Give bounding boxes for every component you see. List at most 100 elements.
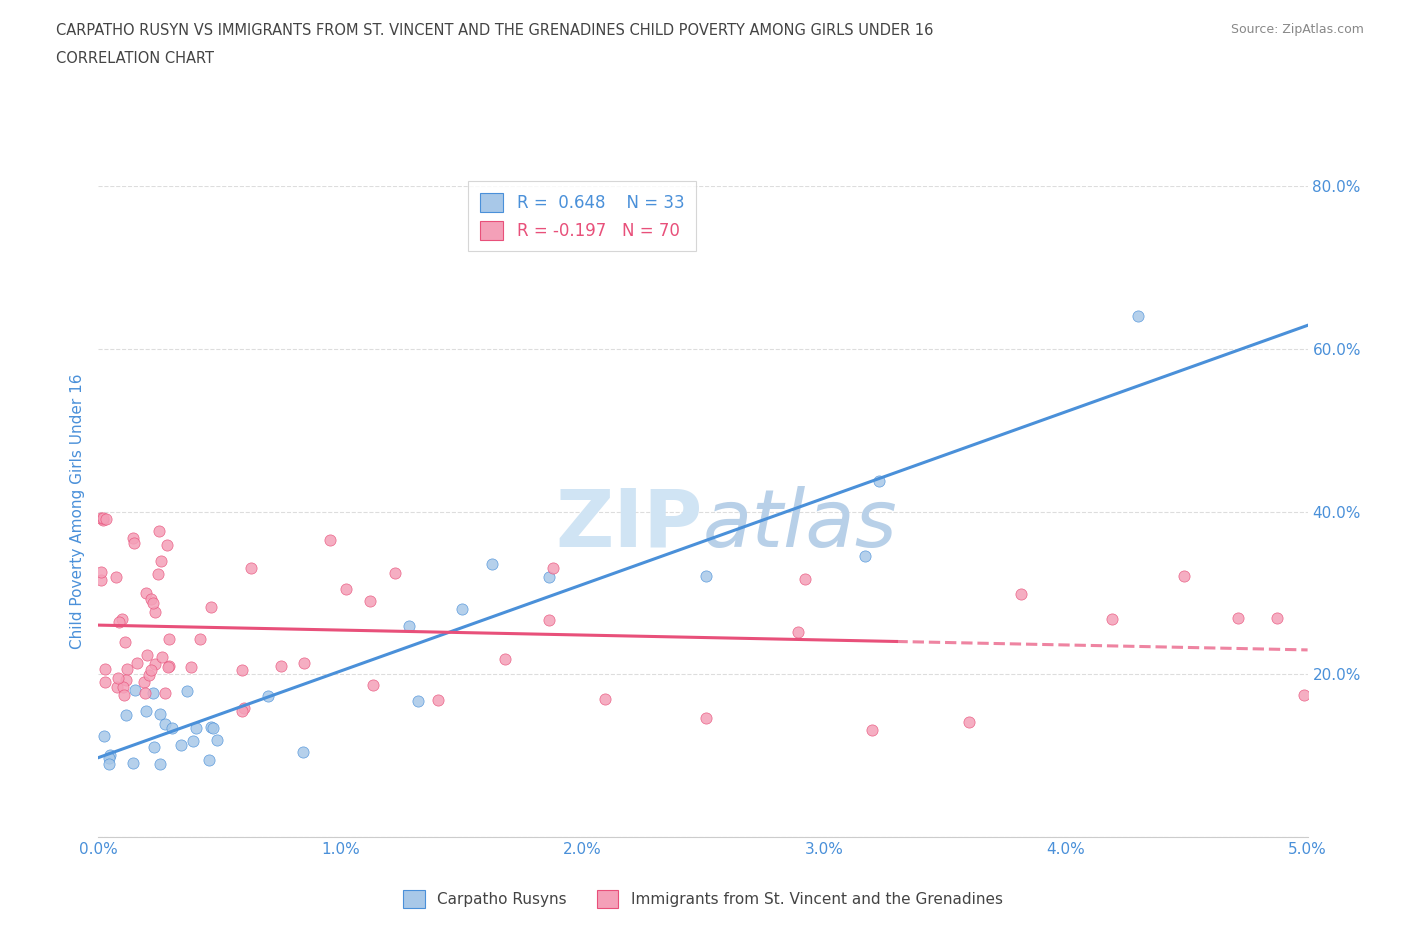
Y-axis label: Child Poverty Among Girls Under 16: Child Poverty Among Girls Under 16 <box>69 374 84 649</box>
Text: ZIP: ZIP <box>555 485 703 564</box>
Point <box>537 613 560 628</box>
Point <box>1226 611 1249 626</box>
Point <box>291 744 314 759</box>
Point <box>481 556 503 571</box>
Point <box>180 660 202 675</box>
Point <box>361 678 384 693</box>
Point <box>134 685 156 700</box>
Point <box>957 715 980 730</box>
Point <box>121 756 143 771</box>
Point <box>142 686 165 701</box>
Point <box>125 656 148 671</box>
Point <box>107 671 129 685</box>
Point <box>853 549 876 564</box>
Point <box>335 581 357 596</box>
Point <box>359 593 381 608</box>
Point <box>124 536 146 551</box>
Point <box>233 700 256 715</box>
Point <box>538 569 561 584</box>
Point <box>860 723 883 737</box>
Point <box>256 688 278 703</box>
Point <box>142 595 165 610</box>
Point <box>108 615 131 630</box>
Point <box>1173 568 1195 583</box>
Point <box>148 524 170 538</box>
Point <box>112 679 135 694</box>
Point <box>176 684 198 698</box>
Point <box>115 661 138 676</box>
Point <box>157 631 180 646</box>
Point <box>794 571 817 586</box>
Point <box>156 538 179 552</box>
Point <box>153 716 176 731</box>
Point <box>181 734 204 749</box>
Point <box>593 691 616 706</box>
Point <box>1292 687 1315 702</box>
Point <box>184 721 207 736</box>
Point <box>105 569 128 584</box>
Point <box>1128 309 1150 324</box>
Point <box>111 612 134 627</box>
Point <box>135 647 157 662</box>
Point <box>112 687 135 702</box>
Point <box>143 656 166 671</box>
Point <box>132 675 155 690</box>
Point <box>160 721 183 736</box>
Point <box>1010 587 1032 602</box>
Point <box>695 568 717 583</box>
Point <box>786 624 808 639</box>
Point <box>695 711 717 725</box>
Point <box>149 554 172 569</box>
Point <box>98 748 121 763</box>
Point <box>153 685 176 700</box>
Point <box>240 561 263 576</box>
Point <box>384 566 406 581</box>
Point <box>292 655 315 670</box>
Point <box>90 573 112 588</box>
Point <box>90 565 112 579</box>
Point <box>149 756 172 771</box>
Legend: Carpatho Rusyns, Immigrants from St. Vincent and the Grenadines: Carpatho Rusyns, Immigrants from St. Vin… <box>396 884 1010 914</box>
Point <box>145 604 167 619</box>
Point <box>94 662 117 677</box>
Point <box>1101 612 1123 627</box>
Point <box>408 694 430 709</box>
Point <box>139 662 162 677</box>
Point <box>231 663 253 678</box>
Point <box>202 721 225 736</box>
Point <box>156 659 179 674</box>
Point <box>494 652 516 667</box>
Point <box>97 756 120 771</box>
Point <box>231 704 253 719</box>
Point <box>188 631 211 646</box>
Point <box>319 533 342 548</box>
Point <box>98 751 121 765</box>
Point <box>451 602 474 617</box>
Point <box>1265 611 1288 626</box>
Point <box>90 511 112 525</box>
Point <box>200 599 222 614</box>
Text: CORRELATION CHART: CORRELATION CHART <box>56 51 214 66</box>
Point <box>141 591 163 606</box>
Point <box>94 512 117 526</box>
Point <box>107 680 129 695</box>
Point <box>143 739 166 754</box>
Point <box>170 737 193 752</box>
Point <box>150 650 173 665</box>
Point <box>115 708 138 723</box>
Point <box>114 634 136 649</box>
Text: Source: ZipAtlas.com: Source: ZipAtlas.com <box>1230 23 1364 36</box>
Point <box>157 658 180 673</box>
Point <box>868 473 890 488</box>
Point <box>146 566 169 581</box>
Text: atlas: atlas <box>703 485 898 564</box>
Point <box>135 704 157 719</box>
Point <box>205 733 228 748</box>
Point <box>124 683 146 698</box>
Point <box>197 752 219 767</box>
Point <box>135 586 157 601</box>
Point <box>138 668 160 683</box>
Point <box>91 512 114 527</box>
Point <box>115 672 138 687</box>
Point <box>200 720 222 735</box>
